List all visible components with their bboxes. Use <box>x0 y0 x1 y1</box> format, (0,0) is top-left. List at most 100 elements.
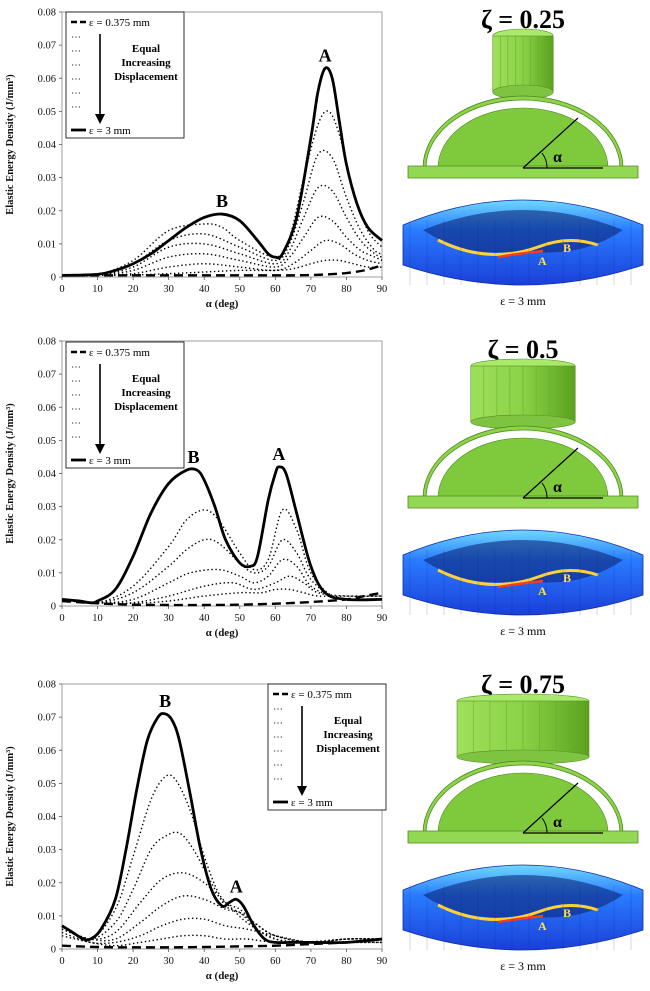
y-axis-label: Elastic Energy Density (J/mm³) <box>5 74 16 215</box>
legend-dots: ⋯ <box>71 60 81 71</box>
y-tick-label: 0 <box>51 945 56 956</box>
x-tick-label: 40 <box>199 613 210 624</box>
y-tick-label: 0.03 <box>38 502 56 513</box>
y-tick-label: 0.08 <box>38 8 56 19</box>
y-tick-label: 0.02 <box>38 206 56 217</box>
series-line-0 <box>62 264 383 277</box>
peak-label-B: B <box>216 191 228 211</box>
alpha-radius <box>522 117 579 169</box>
alpha-arc <box>541 817 548 834</box>
series-line-2 <box>61 239 383 277</box>
legend-middle-text: Increasing <box>121 387 171 399</box>
alpha-label: α <box>553 149 562 166</box>
legend-label-first: ε = 0.375 mm <box>89 17 150 29</box>
y-tick-label: 0.07 <box>38 713 56 724</box>
model-caption: ε = 3 mm <box>500 624 546 638</box>
y-tick-label: 0.06 <box>38 746 56 757</box>
x-tick-label: 60 <box>270 956 281 967</box>
legend-middle-text: Equal <box>132 43 160 55</box>
alpha-arc <box>541 152 548 169</box>
peak-label-A: A <box>272 444 285 464</box>
legend-label-first: ε = 0.375 mm <box>291 689 352 701</box>
legend-dots: ⋯ <box>273 732 283 743</box>
y-tick-label: 0.02 <box>38 535 56 546</box>
legend-label-first: ε = 0.375 mm <box>89 347 150 359</box>
legend-box <box>65 11 185 139</box>
series-line-7 <box>61 712 383 945</box>
y-tick-label: 0.05 <box>38 436 56 447</box>
contour-hotspot-ring <box>437 903 599 921</box>
legend-dots: ⋯ <box>71 32 81 43</box>
legend-dots: ⋯ <box>71 376 81 387</box>
y-tick-label: 0.04 <box>38 469 57 480</box>
shell-inner <box>437 107 609 169</box>
x-tick-label: 10 <box>92 284 103 295</box>
contour-label-b: B <box>563 571 571 585</box>
x-tick-label: 20 <box>128 956 139 967</box>
alpha-radius <box>522 782 579 834</box>
x-tick-label: 70 <box>306 613 317 624</box>
legend-dots: ⋯ <box>71 88 81 99</box>
x-tick-label: 90 <box>377 284 388 295</box>
legend-label-last: ε = 3 mm <box>89 455 131 467</box>
x-tick-label: 0 <box>59 284 64 295</box>
alpha-label: α <box>553 814 562 831</box>
x-tick-label: 80 <box>341 284 352 295</box>
y-tick-label: 0.08 <box>38 337 56 348</box>
x-tick-label: 50 <box>235 613 246 624</box>
y-tick-label: 0.01 <box>38 239 56 250</box>
shell-flange <box>407 495 639 509</box>
y-tick-label: 0.05 <box>38 779 56 790</box>
series-line-5 <box>61 508 383 604</box>
shell-inner <box>437 772 609 834</box>
y-axis-label: Elastic Energy Density (J/mm³) <box>5 403 16 544</box>
y-tick-label: 0.03 <box>38 845 56 856</box>
legend-dots: ⋯ <box>71 362 81 373</box>
x-tick-label: 0 <box>59 613 64 624</box>
y-tick-label: 0.01 <box>38 911 56 922</box>
legend-dots: ⋯ <box>273 704 283 715</box>
series-line-1 <box>61 259 383 277</box>
legend-box <box>267 683 387 811</box>
legend-dots: ⋯ <box>71 390 81 401</box>
x-tick-label: 90 <box>377 613 388 624</box>
contour-label-a: A <box>538 919 547 933</box>
alpha-radius <box>522 447 579 499</box>
alpha-arc <box>541 482 548 499</box>
x-tick-label: 30 <box>163 613 174 624</box>
shell-inner <box>437 437 609 499</box>
legend-dots: ⋯ <box>71 404 81 415</box>
y-tick-label: 0.06 <box>38 403 56 414</box>
x-tick-label: 10 <box>92 613 103 624</box>
legend-arrow-head <box>297 786 307 796</box>
contour-hotspot-red <box>497 579 544 589</box>
x-tick-label: 10 <box>92 956 103 967</box>
x-tick-label: 20 <box>128 284 139 295</box>
y-tick-label: 0.08 <box>38 680 56 691</box>
series-line-7 <box>61 66 383 277</box>
x-tick-label: 60 <box>270 613 281 624</box>
chart-panel-zeta-025: 0 0.01 0.02 0.03 0.04 0.05 0.06 0.07 0.08 0 10 20 30… <box>5 8 388 311</box>
contour-hotspot-ring <box>437 238 599 256</box>
x-tick-label: 0 <box>59 956 64 967</box>
legend-middle-text: Displacement <box>316 743 380 755</box>
legend-box <box>65 341 185 469</box>
y-tick-label: 0.04 <box>38 140 57 151</box>
legend-label-last: ε = 3 mm <box>89 125 131 137</box>
contour-label-b: B <box>563 241 571 255</box>
legend-middle-text: Increasing <box>323 729 373 741</box>
legend-middle-text: Equal <box>334 715 362 727</box>
y-tick-label: 0.01 <box>38 568 56 579</box>
legend-arrow-head <box>95 114 105 124</box>
x-axis-label: α (deg) <box>206 627 239 639</box>
x-tick-label: 40 <box>199 284 210 295</box>
x-tick-label: 30 <box>163 956 174 967</box>
contour-hotspot-red <box>497 914 544 924</box>
contour-label-b: B <box>563 906 571 920</box>
legend-middle-text: Increasing <box>121 57 171 69</box>
x-tick-label: 70 <box>306 284 317 295</box>
series-line-6 <box>61 465 383 605</box>
x-tick-label: 20 <box>128 613 139 624</box>
